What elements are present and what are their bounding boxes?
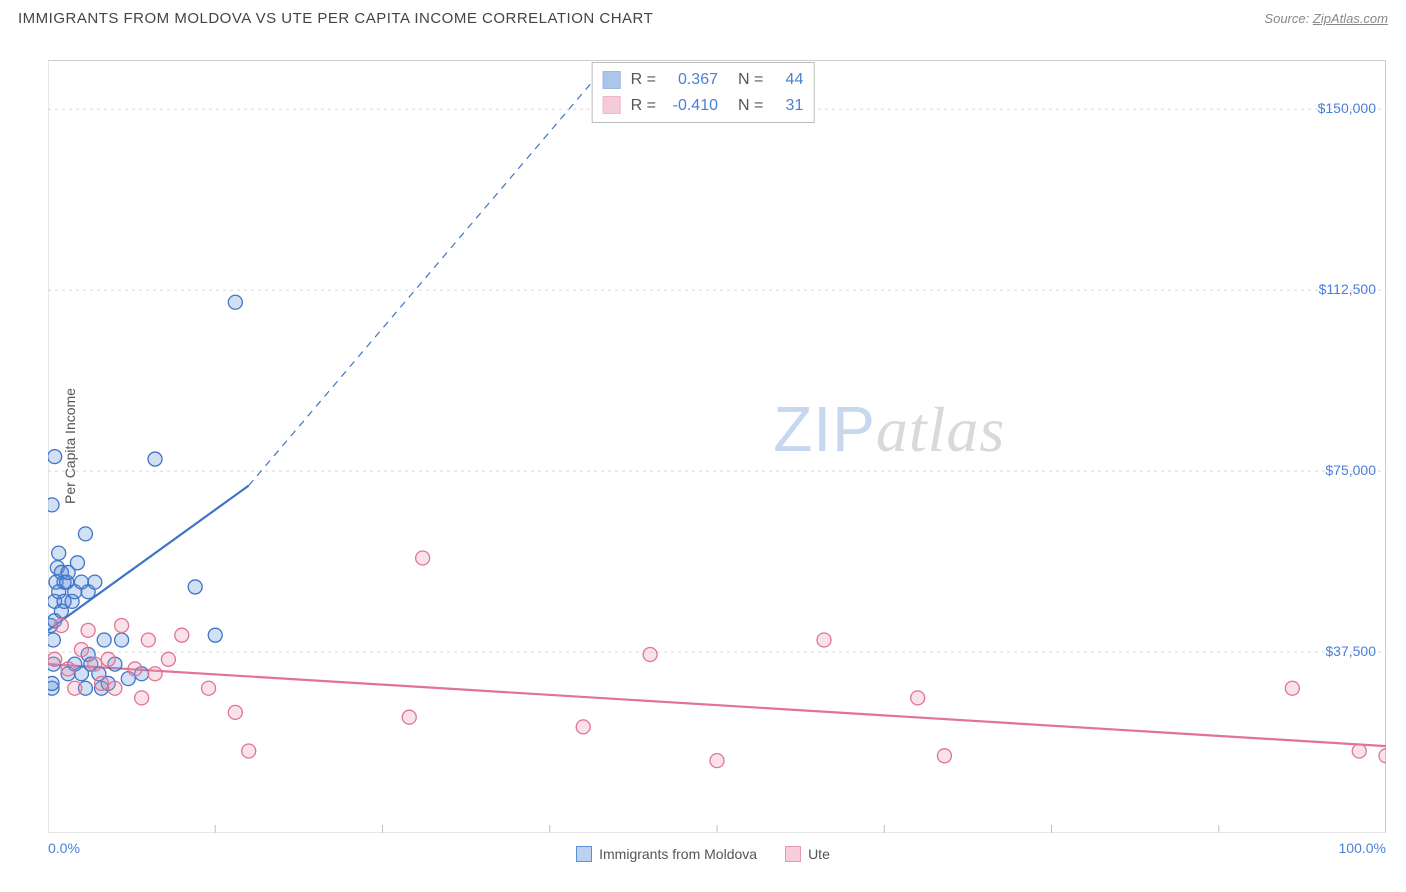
legend-item: Ute	[785, 846, 830, 862]
legend-bottom: Immigrants from Moldova Ute	[0, 846, 1406, 862]
corr-r-value: 0.367	[666, 67, 718, 93]
chart-header: IMMIGRANTS FROM MOLDOVA VS UTE PER CAPIT…	[0, 0, 1406, 33]
legend-swatch	[785, 846, 801, 862]
corr-swatch	[603, 71, 621, 89]
x-axis-min-label: 0.0%	[48, 840, 80, 856]
legend-swatch	[576, 846, 592, 862]
corr-swatch	[603, 96, 621, 114]
scatter-plot	[48, 61, 1386, 833]
legend-item: Immigrants from Moldova	[576, 846, 757, 862]
legend-label: Immigrants from Moldova	[599, 846, 757, 862]
corr-n-label: N =	[738, 67, 763, 93]
y-tick-label: $112,500	[1319, 281, 1376, 297]
corr-r-value: -0.410	[666, 93, 718, 119]
corr-r-label: R =	[631, 67, 656, 93]
y-tick-label: $75,000	[1325, 462, 1376, 478]
legend-label: Ute	[808, 846, 830, 862]
corr-row: R = 0.367 N = 44	[603, 67, 804, 93]
y-tick-label: $37,500	[1325, 643, 1376, 659]
chart-source: Source: ZipAtlas.com	[1264, 11, 1388, 26]
chart-area	[48, 60, 1386, 832]
corr-n-value: 44	[773, 67, 803, 93]
corr-row: R = -0.410 N = 31	[603, 93, 804, 119]
x-axis-max-label: 100.0%	[1339, 840, 1386, 856]
correlation-stats-box: R = 0.367 N = 44 R = -0.410 N = 31	[592, 62, 815, 123]
corr-n-value: 31	[773, 93, 803, 119]
corr-n-label: N =	[738, 93, 763, 119]
corr-r-label: R =	[631, 93, 656, 119]
y-tick-label: $150,000	[1318, 100, 1376, 116]
source-link[interactable]: ZipAtlas.com	[1313, 11, 1388, 26]
chart-title: IMMIGRANTS FROM MOLDOVA VS UTE PER CAPIT…	[18, 10, 653, 27]
